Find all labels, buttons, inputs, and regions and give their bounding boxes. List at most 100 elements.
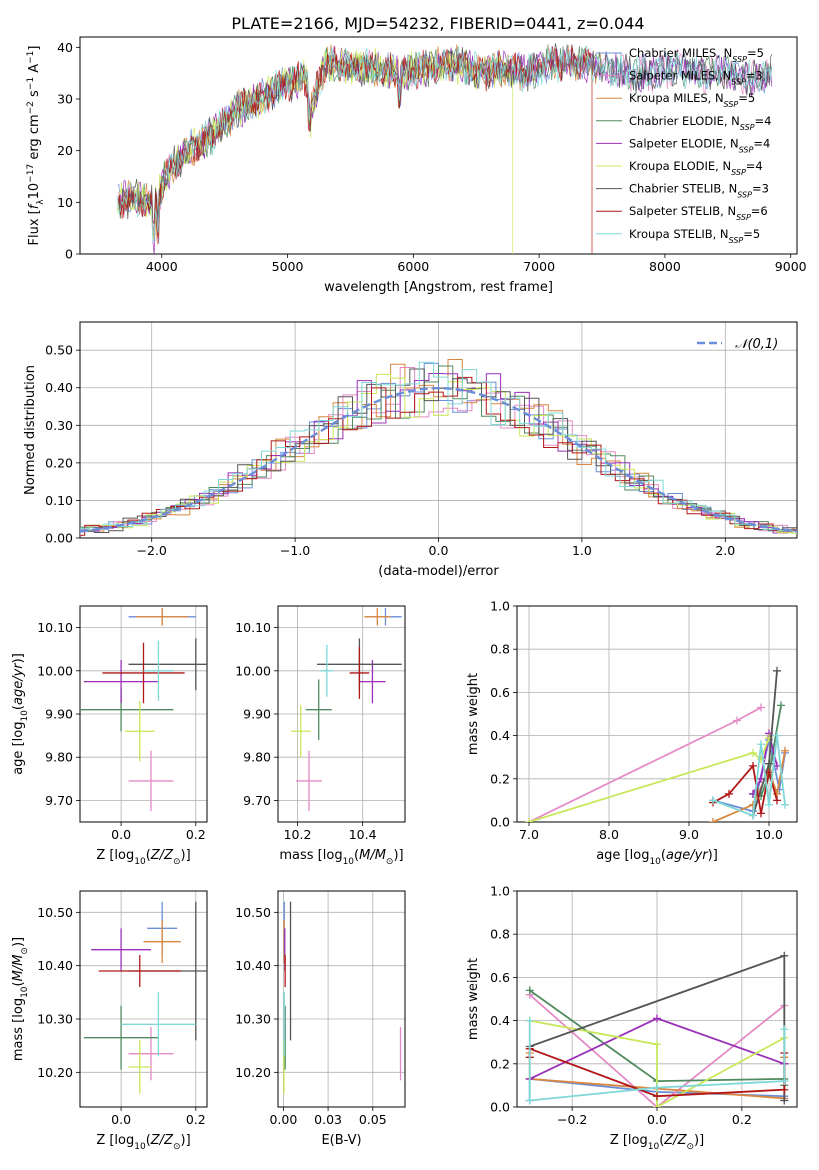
- y-tick-label: 10.00: [37, 663, 73, 678]
- mass-weight-point: [773, 666, 781, 675]
- mass-weight-point: [653, 1103, 661, 1107]
- x-tick-label: 9000: [775, 259, 807, 274]
- y-tick-label: 0.2: [490, 1056, 510, 1071]
- y-tick-label: 9.90: [243, 707, 271, 722]
- y-tick-label: 0.8: [490, 927, 510, 942]
- figure-title: PLATE=2166, MJD=54232, FIBERID=0441, z=0…: [231, 14, 644, 33]
- mass-weight-point: [773, 796, 781, 805]
- mass-weight-point: [525, 1016, 534, 1025]
- y-tick-label: 40: [57, 40, 73, 55]
- mass-weight-point: [765, 768, 773, 777]
- mass-weight-point: [525, 986, 534, 995]
- mass-weight-point: [653, 1092, 661, 1101]
- axes-frame: [79, 890, 208, 1108]
- residual-distribution-axes: −2.0 −1.0 0.0 1.0 2.0 0.00 0.10 0.20 0.30 0.40 0.5…: [45, 321, 798, 558]
- y-tick-label: 0.0: [490, 1100, 510, 1115]
- y-tick-label: 10.40: [235, 958, 271, 973]
- x-tick-label: 2.0: [715, 543, 735, 558]
- age-vs-mass-axes: 10.2 10.4 9.70 9.80 9.90 10.00 10.10: [235, 605, 406, 842]
- y-tick-label: 0.50: [45, 343, 73, 358]
- age-vs-mass-marks: [291, 608, 402, 812]
- y-tick-label: 10.50: [37, 905, 73, 920]
- spectrum-lines: [117, 43, 773, 254]
- legend-entry: Salpeter ELODIE, NSSP=4: [629, 136, 770, 154]
- mass-vs-Z-xlabel: Z [log10(Z/Z⊙)]: [96, 1133, 190, 1152]
- y-tick-label: 9.80: [243, 750, 271, 765]
- mass-weight-point: [773, 731, 781, 740]
- legend-entry: Kroupa ELODIE, NSSP=4: [629, 159, 763, 177]
- y-tick-label: 0.6: [490, 685, 510, 700]
- legend-entry: Salpeter STELIB, NSSP=6: [629, 204, 768, 222]
- x-tick-label: 9.0: [679, 827, 699, 842]
- axes-frame: [79, 36, 798, 255]
- y-tick-label: 10.30: [235, 1012, 271, 1027]
- axes-frame: [79, 321, 798, 539]
- mass-vs-Z-marks: [83, 901, 207, 1094]
- mass-weight-point: [757, 809, 765, 818]
- histogram-legend: 𝒩(0,1): [697, 337, 778, 352]
- spectrum-axes: 4000 5000 6000 7000 8000 9000 0 10 20 30 40: [57, 36, 807, 274]
- x-tick-label: 10.0: [755, 827, 783, 842]
- y-tick-label: 0.4: [490, 1013, 510, 1028]
- x-tick-label: 0.2: [732, 1112, 752, 1127]
- spectrum-xlabel: wavelength [Angstrom, rest frame]: [324, 280, 553, 295]
- y-tick-label: 20: [57, 143, 73, 158]
- y-tick-label: 10.20: [235, 1065, 271, 1080]
- legend-entry: Chabrier MILES, NSSP=5: [629, 46, 764, 64]
- mass-weight-point: [725, 789, 733, 798]
- y-tick-label: 10.10: [37, 620, 73, 635]
- mass-weight-series-line: [712, 735, 786, 817]
- mass-weight-point: [749, 761, 757, 770]
- spectrum-ylabel: Flux [fλ10−17 erg cm−2 s−1 A−1]: [26, 46, 46, 246]
- legend-entry: Chabrier ELODIE, NSSP=4: [629, 114, 771, 132]
- legend-entry: Salpeter MILES, NSSP=3: [629, 69, 763, 87]
- axes-frame: [277, 890, 406, 1108]
- y-tick-label: 10.50: [235, 905, 271, 920]
- mass-weight-series-line: [712, 763, 778, 814]
- y-tick-label: 0.40: [45, 380, 73, 395]
- x-tick-label: −2.0: [137, 543, 167, 558]
- mass-weight-vs-age-ylabel: mass weight: [466, 673, 481, 755]
- x-tick-label: 7.0: [519, 827, 539, 842]
- y-tick-label: 9.70: [243, 793, 271, 808]
- histogram-series-step: [80, 361, 797, 532]
- mass-weight-point: [749, 748, 757, 757]
- y-tick-label: 0.4: [490, 728, 510, 743]
- x-tick-label: 0.0: [647, 1112, 667, 1127]
- mass-weight-point: [653, 1083, 661, 1092]
- mass-vs-EBV-marks: [283, 901, 402, 1094]
- age-vs-mass-xlabel: mass [log10(M/M⊙)]: [279, 848, 403, 867]
- mass-vs-EBV-axes: 0.00 0.03 0.05 10.20 10.30 10.40 10.50: [235, 890, 406, 1127]
- x-tick-label: 6000: [397, 259, 429, 274]
- mass-weight-vs-Z-xlabel: Z [log10(Z/Z⊙)]: [610, 1133, 704, 1152]
- y-tick-label: 10.40: [37, 958, 73, 973]
- x-tick-label: −1.0: [280, 543, 310, 558]
- mass-weight-vs-age-marks: [525, 666, 789, 822]
- mass-weight-series-line: [528, 737, 770, 822]
- mass-weight-point: [780, 1077, 789, 1086]
- mass-weight-point: [653, 1040, 661, 1049]
- y-tick-label: 10.20: [37, 1065, 73, 1080]
- mass-weight-vs-Z-marks: [525, 951, 789, 1107]
- x-tick-label: 0.05: [359, 1112, 387, 1127]
- mass-weight-point: [780, 1096, 789, 1105]
- histogram-series-step: [80, 376, 797, 536]
- x-tick-label: 0.0: [111, 827, 131, 842]
- mass-weight-series-line: [529, 1019, 785, 1107]
- mass-weight-point: [757, 740, 765, 749]
- axes-frame: [516, 605, 798, 823]
- mass-weight-point: [781, 800, 789, 809]
- mass-weight-point: [525, 1096, 534, 1105]
- y-tick-label: 1.0: [490, 599, 510, 614]
- mass-weight-point: [765, 759, 773, 768]
- y-tick-label: 0.20: [45, 455, 73, 470]
- x-tick-label: 1.0: [572, 543, 592, 558]
- legend: Chabrier MILES, NSSP=5 Salpeter MILES, NS…: [596, 46, 771, 244]
- mass-weight-point: [757, 703, 765, 712]
- axes-frame: [277, 605, 406, 823]
- y-tick-label: 0.30: [45, 418, 73, 433]
- x-tick-label: 7000: [523, 259, 555, 274]
- mass-weight-point: [780, 1085, 789, 1094]
- legend-entry: Kroupa STELIB, NSSP=5: [629, 227, 760, 245]
- y-tick-label: 0.10: [45, 493, 73, 508]
